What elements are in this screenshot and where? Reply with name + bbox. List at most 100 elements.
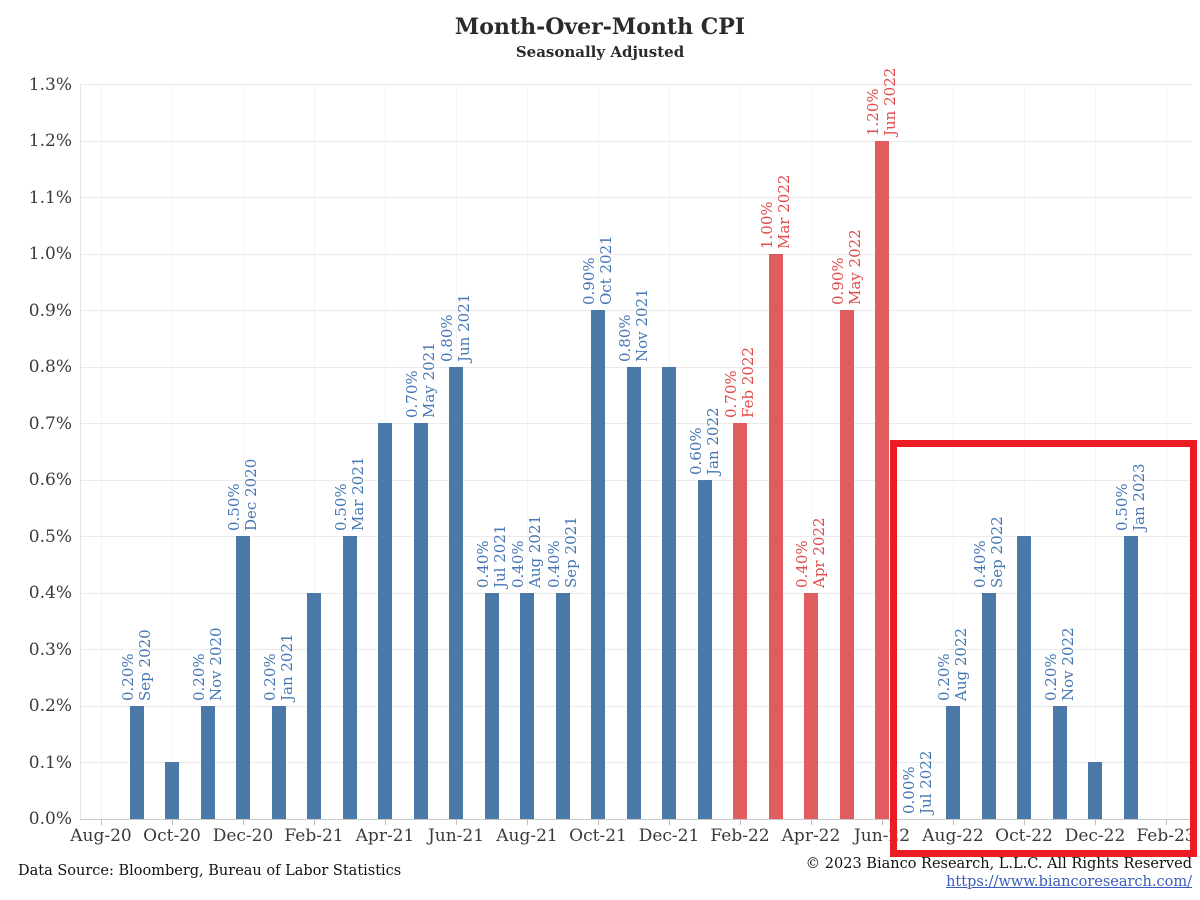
- x-tick-mark: [455, 819, 457, 825]
- y-axis-line: [80, 84, 81, 819]
- bar-oct-2021: [591, 310, 605, 819]
- bar-label: 0.70% Feb 2022: [722, 346, 757, 418]
- x-tick-label: Dec-21: [638, 826, 700, 846]
- x-gridline: [100, 84, 102, 819]
- website-link[interactable]: https://www.biancoresearch.com/: [946, 874, 1192, 890]
- y-tick-label: 0.8%: [28, 357, 72, 377]
- bar-sep-2022: [981, 593, 996, 819]
- y-tick-label: 1.0%: [28, 244, 72, 264]
- bar-label: 0.50% Dec 2020: [225, 458, 260, 531]
- footer-right: © 2023 Bianco Research, L.L.C. All Right…: [592, 855, 1192, 891]
- y-gridline: [80, 197, 1192, 198]
- x-gridline: [952, 84, 954, 819]
- highlight-box: [890, 440, 1197, 857]
- bar-label: 0.80% Nov 2021: [615, 288, 651, 362]
- bar-label: 0.90% May 2022: [828, 229, 864, 305]
- bar-label: 0.50% Mar 2021: [331, 456, 367, 531]
- x-tick-mark: [1165, 819, 1167, 825]
- bar-dec-2021: [662, 367, 676, 819]
- x-axis-line: [80, 818, 1192, 820]
- data-source-note: Data Source: Bloomberg, Bureau of Labor …: [18, 863, 402, 879]
- bar-label: 1.20% Jun 2022: [864, 67, 899, 136]
- bar-oct-2022: [1017, 536, 1031, 819]
- chart-subtitle: Seasonally Adjusted: [515, 43, 685, 61]
- x-tick-mark: [810, 819, 812, 825]
- bar-label: 0.40% Jul 2021: [473, 524, 509, 588]
- x-gridline: [526, 84, 528, 819]
- x-tick-mark: [1094, 819, 1096, 825]
- bar-nov-2022: [1052, 706, 1067, 819]
- bar-apr-2021: [378, 423, 392, 819]
- bar-label: 0.20% Nov 2020: [189, 627, 225, 701]
- bar-feb-2022: [733, 423, 747, 819]
- bar-label: 0.90% Oct 2021: [580, 235, 615, 305]
- x-tick-mark: [597, 819, 599, 825]
- bar-jul-2021: [484, 593, 499, 819]
- y-tick-label: 0.9%: [28, 300, 72, 321]
- bar-label: 0.60% Jan 2022: [686, 407, 722, 475]
- bar-jun-2021: [449, 367, 463, 819]
- x-gridline: [1094, 84, 1096, 819]
- x-tick-mark: [1023, 819, 1025, 825]
- bar-label: 0.20% Sep 2020: [118, 629, 154, 701]
- x-tick-mark: [313, 819, 315, 825]
- x-tick-mark: [881, 819, 883, 825]
- x-tick-label: Aug-21: [496, 826, 558, 846]
- bar-oct-2020: [165, 762, 179, 819]
- x-gridline: [171, 84, 173, 819]
- y-tick-label: 0.0%: [28, 809, 72, 829]
- x-tick-label: Dec-20: [212, 826, 274, 846]
- bar-nov-2021: [626, 367, 641, 819]
- x-tick-label: Oct-22: [995, 826, 1053, 846]
- y-gridline: [80, 140, 1192, 142]
- bar-feb-2021: [307, 593, 321, 819]
- y-tick-label: 0.3%: [28, 639, 72, 660]
- bar-label: 1.00% Mar 2022: [757, 174, 793, 249]
- x-tick-mark: [739, 819, 741, 825]
- bar-jan-2022: [697, 480, 712, 819]
- y-gridline: [80, 253, 1192, 255]
- bar-aug-2021: [520, 593, 534, 819]
- copyright-note: © 2023 Bianco Research, L.L.C. All Right…: [805, 856, 1192, 872]
- y-tick-label: 0.1%: [28, 752, 72, 773]
- x-tick-mark: [668, 819, 670, 825]
- x-tick-label: Oct-21: [569, 826, 627, 846]
- x-gridline: [1023, 84, 1025, 819]
- y-tick-label: 0.2%: [28, 696, 72, 716]
- bar-jan-2023: [1123, 536, 1138, 819]
- x-tick-label: Oct-20: [143, 826, 201, 846]
- x-tick-label: Dec-22: [1064, 826, 1126, 846]
- x-gridline: [313, 84, 315, 819]
- bar-label: 0.80% Jun 2021: [438, 293, 473, 362]
- bar-jan-2021: [271, 706, 286, 819]
- x-tick-mark: [242, 819, 244, 825]
- x-gridline: [1165, 84, 1167, 819]
- bar-sep-2020: [129, 706, 144, 819]
- y-tick-label: 0.5%: [28, 526, 72, 547]
- x-gridline: [810, 84, 812, 819]
- y-tick-label: 1.3%: [28, 74, 72, 95]
- bar-apr-2022: [804, 593, 818, 819]
- x-tick-label: Aug-20: [70, 826, 132, 846]
- x-tick-mark: [526, 819, 528, 825]
- y-tick-label: 1.2%: [28, 131, 72, 151]
- x-tick-label: Aug-22: [922, 826, 984, 846]
- bar-may-2022: [839, 310, 854, 819]
- bar-label: 0.40% Apr 2022: [793, 517, 828, 588]
- bar-label: 0.40% Sep 2021: [544, 516, 580, 588]
- bar-label: 0.40% Aug 2021: [509, 514, 544, 588]
- x-tick-label: Apr-21: [355, 826, 415, 846]
- x-tick-mark: [952, 819, 954, 825]
- bar-jun-2022: [875, 141, 889, 819]
- bar-sep-2021: [555, 593, 570, 819]
- y-tick-label: 0.4%: [28, 583, 72, 603]
- x-gridline: [242, 84, 244, 819]
- x-tick-label: Feb-23: [1136, 826, 1196, 846]
- x-tick-label: Apr-22: [781, 826, 841, 846]
- x-tick-label: Feb-21: [284, 826, 344, 846]
- bar-mar-2022: [768, 254, 783, 819]
- bar-dec-2020: [236, 536, 250, 819]
- y-gridline: [80, 310, 1192, 311]
